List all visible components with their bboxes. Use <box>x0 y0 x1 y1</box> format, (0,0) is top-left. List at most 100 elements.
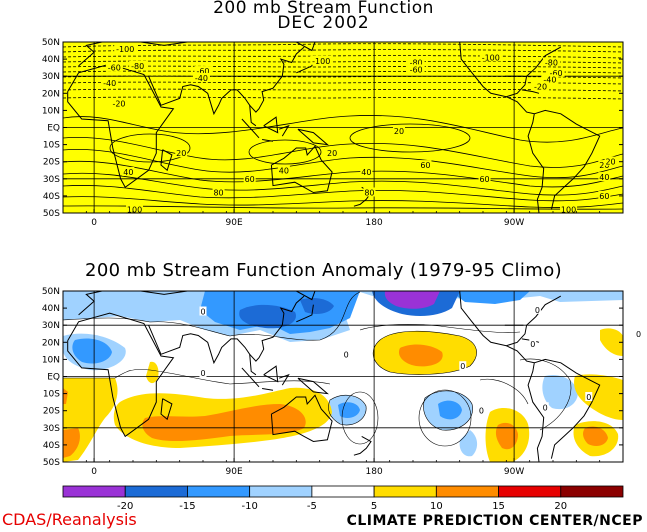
bottom-y-tick-label: 30S <box>43 424 60 434</box>
top-contour-label: 80 <box>364 188 374 197</box>
colorbar-tick-label: -10 <box>241 501 257 512</box>
colorbar-swatch <box>124 485 188 498</box>
top-coastline <box>160 149 173 172</box>
bottom-coastline <box>67 312 175 438</box>
top-contour-label-bg <box>212 187 225 197</box>
bottom-coastlines <box>67 291 601 462</box>
bottom-y-tick-label: 10N <box>42 355 60 365</box>
colorbar-tick-label: -20 <box>117 501 133 512</box>
top-contour-label-bg <box>407 57 425 67</box>
top-x-tick-label: 0 <box>91 218 97 228</box>
bottom-coastline <box>249 354 257 376</box>
bottom-y-tick-label: 40N <box>42 304 60 314</box>
top-contour-label: -40 <box>103 79 116 88</box>
bottom-x-tick-label: 180 <box>366 467 383 477</box>
top-contour-label: 60 <box>599 192 609 201</box>
top-contour-label-bg <box>604 156 617 166</box>
top-y-tick-label: 40S <box>43 192 60 202</box>
top-contour-label-bg <box>419 160 432 170</box>
top-contour-label-bg <box>326 148 339 158</box>
top-coastline <box>279 124 290 137</box>
bottom-contour-label-bg <box>585 392 593 402</box>
top-x-tick-label: 90E <box>226 218 243 228</box>
bottom-x-tick-label: 90E <box>226 467 243 477</box>
top-y-tick-label: 30S <box>43 175 60 185</box>
top-contour-label-bg <box>310 55 333 65</box>
top-contour-label-bg <box>541 74 559 84</box>
bottom-contour-label-bg <box>477 405 485 415</box>
bottom-contour-label-bg <box>199 368 207 378</box>
top-contour-label-bg <box>393 125 405 135</box>
bottom-coastline <box>534 358 601 459</box>
bottom-axis-ticks: 50N 40N 30N 20N 10N EQ 10S 20S 30S 40S 50S 0 90E 180 9… <box>42 287 624 477</box>
top-contour-label-bg <box>175 148 188 158</box>
bottom-contour-label: 0 <box>543 403 548 412</box>
bottom-coastline <box>296 304 314 323</box>
top-contour-label: 40 <box>361 168 371 177</box>
top-contour-label: -100 <box>312 57 330 66</box>
top-contour-label: -20 <box>534 82 547 91</box>
top-contour-label: 20 <box>599 161 609 170</box>
top-contour-label-bg <box>363 187 376 197</box>
top-contour-label: 100 <box>561 206 576 215</box>
bottom-contour-label: 0 <box>479 407 484 416</box>
top-contour-label-bg <box>110 98 128 108</box>
bottom-contour-label: 0 <box>586 393 591 402</box>
top-contour-label: -20 <box>112 100 125 109</box>
bottom-coastline <box>353 435 372 456</box>
bottom-map-panel: 0 0 0 0 0 0 0 0 0 0 50N 40N 30N 20N 10N EQ 10S 20S 30S 40S… <box>42 287 643 477</box>
bottom-contour-label-bg <box>199 306 207 316</box>
top-contour-label: -60 <box>108 64 121 73</box>
top-contour-label-bg <box>129 60 147 70</box>
bottom-contour-label: 0 <box>200 308 205 317</box>
bottom-y-tick-label: 50N <box>42 287 60 297</box>
top-contour-label: 60 <box>245 175 255 184</box>
bottom-y-tick-label: 10S <box>43 390 60 400</box>
bottom-coastline <box>459 291 562 347</box>
colorbar-tick-label: 5 <box>371 501 377 512</box>
bottom-coastline <box>148 295 305 365</box>
top-contour-label: -100 <box>116 45 134 54</box>
anomaly-fill-regions <box>63 291 623 462</box>
top-contour-label: -60 <box>410 65 423 74</box>
top-contour-label: -80 <box>545 59 558 68</box>
footer-credit-label: CLIMATE PREDICTION CENTER/NCEP <box>346 513 643 529</box>
top-contour-label: 100 <box>127 206 142 215</box>
bottom-y-tick-label: 50S <box>43 458 60 468</box>
top-contour-label-bg <box>194 66 212 76</box>
top-contour-label: 60 <box>420 161 430 170</box>
top-contour-label-bg <box>598 160 611 170</box>
bottom-coastline <box>297 377 329 395</box>
top-contour-label-bg <box>101 78 119 88</box>
anomaly-colorbar: -20 -15 -10 -5 5 10 15 20 <box>62 485 624 512</box>
top-contour-label-bg <box>360 166 373 176</box>
top-y-tick-label: 30N <box>42 72 60 82</box>
footer-source-label: CDAS/Reanalysis <box>2 510 137 529</box>
bottom-y-tick-label: EQ <box>47 373 60 383</box>
bottom-coastline <box>279 373 290 386</box>
top-contour-label-bg <box>479 52 502 62</box>
bottom-contour-label-bg <box>342 349 350 359</box>
top-contour-label: -40 <box>543 76 556 85</box>
top-contour-label-bg <box>598 190 611 200</box>
bottom-contour-label: 0 <box>636 330 641 339</box>
bottom-contour-label: 0 <box>344 350 349 359</box>
bottom-contour-label-bg <box>459 361 467 371</box>
top-map-title: 200 mb Stream Function <box>213 0 434 18</box>
bottom-contour-labels: 0 0 0 0 0 0 0 0 0 0 <box>199 304 643 416</box>
top-contour-label: -80 <box>410 59 423 68</box>
colorbar-tick-label: 10 <box>430 501 443 512</box>
top-contour-label-bg <box>122 166 135 176</box>
bottom-x-tick-label: 90W <box>504 467 524 477</box>
top-map-date: DEC 2002 <box>277 13 370 33</box>
bottom-coastline <box>241 367 260 388</box>
bottom-coastline <box>506 345 545 462</box>
top-coastline <box>297 128 329 146</box>
top-contour-label-bg <box>547 67 565 77</box>
top-contour-label: -80 <box>131 62 144 71</box>
top-contour-label: 20 <box>394 127 404 136</box>
top-contour-label: -100 <box>482 53 500 62</box>
top-y-tick-label: 40N <box>42 55 60 65</box>
colorbar-swatch <box>498 485 562 498</box>
bottom-contour-label-bg <box>541 402 549 412</box>
